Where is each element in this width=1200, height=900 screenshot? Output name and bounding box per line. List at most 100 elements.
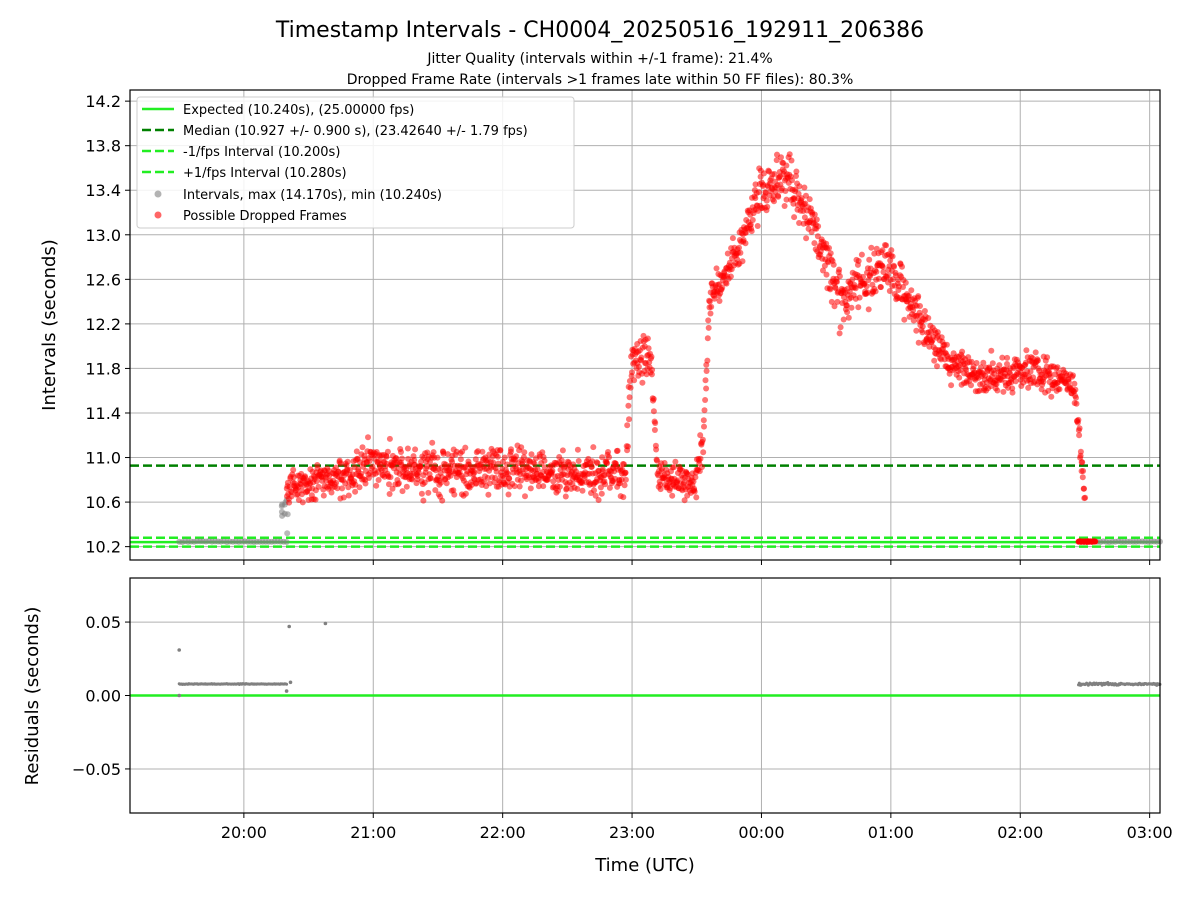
residual-outlier-point [287,624,292,629]
dropped-frame-point [644,335,651,342]
dropped-frame-point [625,402,632,409]
dropped-frame-point [444,451,451,458]
dropped-frame-point [771,198,777,205]
dropped-frame-point [1065,379,1072,385]
dropped-frame-point [973,360,980,366]
dropped-frame-point [479,448,486,455]
dropped-frame-point [752,181,759,188]
dropped-frame-point [511,483,518,490]
interval-point [284,530,291,537]
x-tick-label: 20:00 [221,823,267,842]
dropped-frame-point [831,303,838,310]
dropped-frame-point [755,189,762,196]
dropped-frame-point [389,485,396,492]
dropped-frame-point [879,247,886,254]
dropped-frame-point [559,447,566,454]
dropped-frame-point [737,249,744,256]
y-tick-label: 0.05 [85,613,121,632]
dropped-frame-point [550,478,557,485]
dropped-frame-point [845,314,852,321]
dropped-frame-point [527,485,534,492]
dropped-frame-point [299,499,306,506]
dropped-frame-point [697,455,704,462]
dropped-frame-point [657,486,664,493]
dropped-frame-point [471,469,478,476]
dropped-frame-point [521,449,528,456]
dropped-frame-point [1092,538,1099,545]
intervals-panel: 10.2 10.6 11.0 11.4 11.8 12.2 12.6 13.0 13.4 13.8… [39,89,1163,561]
dropped-frame-point [1075,416,1082,423]
dropped-frame-point [315,483,322,490]
dropped-frame-point [868,244,875,251]
dropped-frame-point [302,473,308,480]
dropped-frame-point [934,363,940,370]
residual-outlier-point [288,680,293,685]
dropped-frame-point [592,492,599,499]
dropped-frame-point [556,483,563,490]
dropped-frame-point [748,228,755,235]
dropped-frame-point [913,327,920,334]
intervals-points [176,151,1163,546]
dropped-frame-point [713,265,720,272]
dropped-frame-point [782,188,789,194]
dropped-frame-point [993,381,1000,388]
dropped-frame-point [775,193,782,200]
legend-dropped-label: Possible Dropped Frames [183,209,347,224]
dropped-frame-point [803,235,810,242]
dropped-frame-point [917,303,923,309]
dropped-frame-point [811,211,818,218]
dropped-frame-point [855,258,862,264]
dropped-frame-point [729,235,736,242]
dropped-frame-point [1080,468,1087,474]
dropped-frame-point [1073,394,1079,401]
dropped-frame-point [879,263,886,270]
y-tick-label: 11.0 [85,449,121,468]
dropped-frame-point [815,223,822,230]
dropped-frame-point [629,369,635,376]
residuals-y-axis-label: Residuals (seconds) [22,607,43,786]
y-tick-label: 12.2 [85,315,121,334]
residuals-y-ticks: −0.05 0.00 0.05 [72,613,130,779]
residual-point [285,682,289,686]
dropped-frame-point [830,261,837,268]
dropped-frame-point [873,268,880,275]
dropped-frame-point [535,478,542,485]
dropped-frame-point [875,275,882,282]
dropped-frame-point [425,489,432,496]
legend-lower-bound-label: -1/fps Interval (10.200s) [183,145,340,160]
dropped-frame-point [863,283,870,290]
residuals-panel: −0.05 0.00 0.05 Residuals (seconds) [22,577,1162,814]
dropped-frame-point [770,193,777,200]
dropped-frame-point [826,245,832,251]
dropped-frame-point [403,483,410,490]
dropped-frame-point [693,494,700,501]
dropped-frame-point [622,469,629,476]
dropped-frame-point [1025,384,1032,391]
dropped-frame-point [778,154,784,161]
y-tick-label: 11.8 [85,359,121,378]
dropped-frame-point [386,491,393,497]
dropped-frame-point [344,458,351,465]
dropped-frame-point [1044,354,1051,361]
dropped-frame-point [440,450,447,457]
dropped-frame-point [594,460,601,467]
dropped-frame-point [486,480,493,487]
dropped-frame-point [795,190,802,197]
dropped-frame-point [703,385,710,392]
legend-upper-bound-label: +1/fps Interval (10.280s) [183,166,347,181]
dropped-frame-point [1077,448,1084,455]
dropped-frame-point [699,436,706,443]
dropped-frame-point [943,341,950,348]
dropped-frame-point [836,273,843,280]
dropped-frame-point [697,432,704,439]
dropped-frame-point [801,184,808,191]
dropped-frame-point [701,423,707,430]
dropped-frame-point [959,348,966,355]
dropped-frame-point [429,439,436,446]
dropped-frame-point [1079,459,1086,466]
dropped-frame-point [437,479,444,486]
dropped-frame-point [539,449,546,456]
dropped-frame-point [1012,378,1019,385]
y-tick-label: 14.2 [85,92,121,111]
dropped-frame-point [657,481,664,488]
